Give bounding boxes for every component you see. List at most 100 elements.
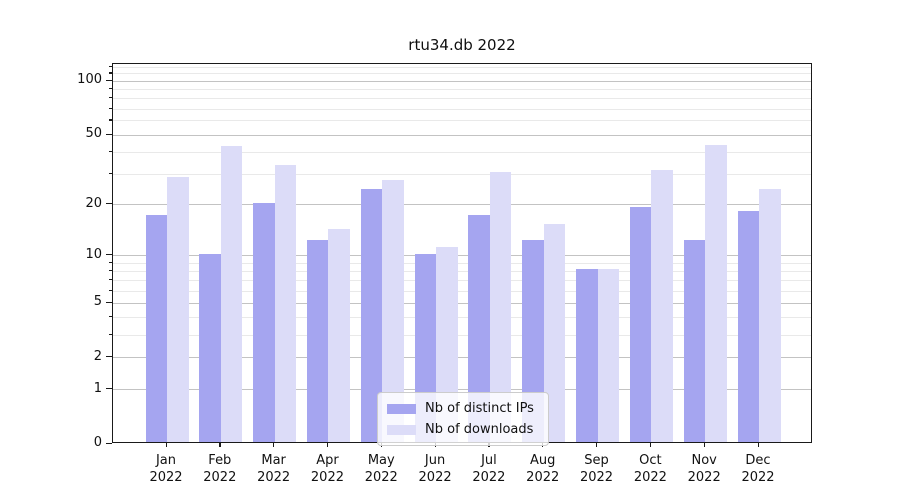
bar-distinct-ips-nov bbox=[683, 240, 706, 442]
bar-distinct-ips-sep bbox=[576, 269, 598, 442]
y-tick-label: 1 bbox=[93, 380, 102, 396]
bar-distinct-ips-apr bbox=[306, 240, 329, 442]
y-minor-tick-mark bbox=[108, 269, 112, 272]
y-tick-mark bbox=[106, 356, 112, 358]
bar-downloads-nov bbox=[705, 144, 727, 442]
legend-label-downloads: Nb of downloads bbox=[425, 422, 534, 437]
bar-downloads-oct bbox=[651, 169, 673, 442]
y-tick-label: 100 bbox=[77, 72, 102, 88]
x-tick-label: Aug 2022 bbox=[526, 453, 560, 485]
y-minor-tick-mark bbox=[108, 316, 112, 318]
bar-downloads-aug bbox=[543, 224, 566, 442]
x-tick-label: May 2022 bbox=[364, 453, 398, 485]
x-tick-label: Mar 2022 bbox=[257, 453, 291, 485]
y-tick-mark bbox=[106, 79, 112, 82]
y-gridline-minor bbox=[113, 317, 811, 319]
x-tick-mark bbox=[165, 443, 167, 447]
x-tick-mark bbox=[596, 443, 598, 447]
legend-item-downloads: Nb of downloads bbox=[387, 419, 539, 440]
y-tick-mark bbox=[106, 388, 112, 390]
y-gridline-minor bbox=[113, 73, 811, 75]
bar-downloads-jul bbox=[489, 172, 512, 442]
y-tick-mark bbox=[106, 203, 112, 205]
y-gridline-major bbox=[113, 204, 811, 206]
bar-distinct-ips-oct bbox=[629, 206, 652, 442]
bar-downloads-may bbox=[382, 180, 404, 442]
x-tick-label: Apr 2022 bbox=[310, 453, 344, 485]
bar-distinct-ips-mar bbox=[253, 202, 275, 442]
x-tick-label: Nov 2022 bbox=[687, 453, 721, 485]
bar-distinct-ips-jul bbox=[468, 214, 490, 442]
y-tick-label: 2 bbox=[93, 348, 102, 364]
y-gridline-minor bbox=[113, 120, 811, 122]
y-gridline-minor bbox=[113, 334, 811, 336]
y-tick-label: 10 bbox=[85, 246, 102, 262]
x-tick-mark bbox=[273, 443, 275, 447]
y-gridline-minor bbox=[113, 98, 811, 100]
y-minor-tick-mark bbox=[108, 150, 112, 152]
bar-distinct-ips-may bbox=[360, 189, 383, 442]
x-tick-label: Dec 2022 bbox=[741, 453, 775, 485]
bar-distinct-ips-dec bbox=[737, 210, 759, 442]
y-tick-label: 20 bbox=[85, 195, 102, 211]
legend-item-distinct-ips: Nb of distinct IPs bbox=[387, 398, 539, 419]
bar-distinct-ips-jan bbox=[145, 214, 167, 442]
bar-downloads-dec bbox=[759, 189, 781, 442]
y-minor-tick-mark bbox=[108, 119, 112, 121]
y-gridline-minor bbox=[113, 108, 811, 110]
y-tick-label: 0 bbox=[93, 435, 102, 450]
y-gridline-minor bbox=[113, 290, 811, 292]
x-tick-label: Sep 2022 bbox=[579, 453, 614, 485]
plot-area bbox=[112, 63, 812, 443]
y-gridline-minor bbox=[113, 66, 811, 68]
x-tick-mark bbox=[219, 443, 221, 447]
y-minor-tick-mark bbox=[108, 333, 112, 335]
bar-distinct-ips-feb bbox=[199, 253, 221, 442]
y-gridline-minor bbox=[113, 173, 811, 175]
y-gridline-major bbox=[113, 80, 811, 82]
y-tick-mark bbox=[106, 442, 112, 444]
y-gridline-major bbox=[113, 389, 811, 391]
bar-downloads-mar bbox=[274, 164, 297, 442]
y-gridline-minor bbox=[113, 89, 811, 91]
x-tick-mark bbox=[649, 443, 652, 447]
bar-downloads-jan bbox=[167, 177, 189, 442]
y-tick-mark bbox=[106, 254, 112, 256]
y-tick-label: 5 bbox=[93, 294, 102, 310]
x-tick-label: Jan 2022 bbox=[149, 453, 183, 485]
y-gridline-minor bbox=[113, 280, 811, 282]
y-tick-mark bbox=[106, 301, 112, 303]
y-tick-label: 50 bbox=[85, 126, 102, 142]
y-gridline-major bbox=[113, 357, 811, 359]
y-gridline-major bbox=[113, 302, 811, 304]
legend-label-distinct-ips: Nb of distinct IPs bbox=[425, 401, 534, 416]
y-gridline-minor bbox=[113, 262, 811, 264]
y-minor-tick-mark bbox=[108, 65, 112, 67]
x-tick-label: Feb 2022 bbox=[203, 453, 237, 485]
legend-swatch-distinct-ips bbox=[387, 403, 416, 414]
y-minor-tick-mark bbox=[108, 279, 112, 281]
y-gridline-minor bbox=[113, 270, 811, 272]
x-tick-label: Jul 2022 bbox=[472, 453, 506, 485]
y-minor-tick-mark bbox=[108, 261, 112, 263]
bar-distinct-ips-aug bbox=[522, 240, 544, 442]
chart-title: rtu34.db 2022 bbox=[408, 36, 516, 54]
y-tick-mark bbox=[106, 133, 112, 135]
bar-downloads-sep bbox=[597, 269, 620, 442]
bar-downloads-apr bbox=[328, 229, 350, 442]
y-minor-tick-mark bbox=[108, 172, 112, 174]
y-minor-tick-mark bbox=[108, 107, 112, 109]
y-gridline-minor bbox=[113, 151, 811, 153]
y-minor-tick-mark bbox=[108, 72, 112, 74]
y-minor-tick-mark bbox=[108, 97, 112, 99]
x-tick-label: Jun 2022 bbox=[418, 453, 452, 485]
y-minor-tick-mark bbox=[108, 88, 112, 90]
y-gridline-major bbox=[113, 255, 811, 257]
y-minor-tick-mark bbox=[108, 289, 112, 291]
y-gridline-major bbox=[113, 134, 811, 136]
bar-downloads-feb bbox=[220, 146, 243, 442]
legend: Nb of distinct IPs Nb of downloads bbox=[377, 392, 549, 446]
legend-swatch-downloads bbox=[387, 424, 416, 435]
x-tick-mark bbox=[757, 443, 759, 447]
